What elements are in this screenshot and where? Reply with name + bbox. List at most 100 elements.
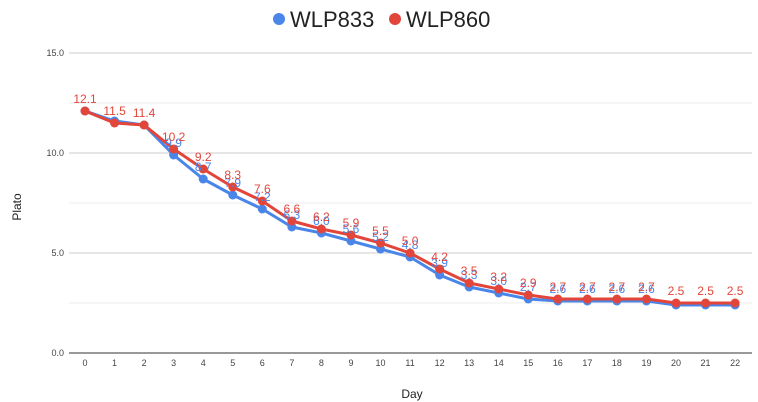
data-point-wlp860 <box>464 278 474 288</box>
data-label-wlp860: 2.7 <box>549 280 566 294</box>
legend-label-wlp833: WLP833 <box>290 7 374 32</box>
data-label-wlp833: 7.9 <box>224 176 241 190</box>
data-point-wlp860 <box>110 118 120 128</box>
data-point-wlp860 <box>494 284 504 294</box>
data-point-wlp860 <box>346 230 356 240</box>
data-label-wlp860: 6.2 <box>313 210 330 224</box>
data-label-wlp860: 2.7 <box>638 280 655 294</box>
data-label-wlp833: 9.9 <box>165 136 182 150</box>
data-label-wlp833: 8.7 <box>195 160 212 174</box>
x-tick-label: 21 <box>701 358 711 368</box>
y-tick-label: 5.0 <box>51 248 64 258</box>
x-tick-label: 5 <box>230 358 235 368</box>
data-labels-layer: 9.98.77.97.26.3 6.05.65.24.83.93.3 3.0 2.7 2… <box>73 92 743 298</box>
data-point-wlp860 <box>198 164 208 174</box>
data-label-wlp833: 7.2 <box>254 190 271 204</box>
data-label-wlp833: 2.7 <box>520 280 537 294</box>
data-label-wlp833: 2.6 <box>638 282 655 296</box>
data-point-wlp860 <box>80 106 90 116</box>
data-label-wlp833: 6.0 <box>313 214 330 228</box>
data-label-wlp833: 5.2 <box>372 230 389 244</box>
data-label-wlp833: 2.6 <box>579 282 596 296</box>
x-tick-label: 19 <box>641 358 651 368</box>
data-label-wlp860: 5.0 <box>402 234 419 248</box>
data-point-wlp860 <box>139 120 149 130</box>
x-tick-label: 1 <box>112 358 117 368</box>
data-label-wlp833: 2.6 <box>609 282 626 296</box>
data-label-wlp860: 5.5 <box>372 224 389 238</box>
x-tick-label: 11 <box>405 358 414 368</box>
data-label-wlp860: 2.9 <box>520 276 537 290</box>
data-label-wlp833: 3.0 <box>490 274 507 288</box>
x-tick-label: 6 <box>260 358 265 368</box>
data-point-wlp833 <box>198 174 208 184</box>
data-label-wlp860: 2.5 <box>697 284 714 298</box>
data-point-wlp833 <box>228 190 238 200</box>
data-label-wlp833: 2.6 <box>549 282 566 296</box>
data-point-wlp860 <box>376 238 385 248</box>
data-label-wlp860: 2.5 <box>668 284 685 298</box>
x-tick-label: 4 <box>201 358 206 368</box>
data-label-wlp860: 9.2 <box>195 150 212 164</box>
legend-marker-wlp833 <box>273 13 285 25</box>
x-tick-label: 0 <box>82 358 87 368</box>
x-tick-label: 3 <box>171 358 176 368</box>
data-point-wlp860 <box>553 294 563 304</box>
x-axis-ticks: 0 1 2 3 4 5 6 7 8 9 10 11 12 13 14 15 16 17 18 19 20 21 22 <box>82 358 740 368</box>
data-label-wlp860: 3.5 <box>461 264 478 278</box>
data-point-wlp860 <box>671 298 681 308</box>
data-label-wlp860: 2.5 <box>727 284 744 298</box>
x-tick-label: 18 <box>612 358 622 368</box>
data-label-wlp860: 12.1 <box>73 92 97 106</box>
data-label-wlp860: 4.2 <box>431 250 448 264</box>
data-point-wlp860 <box>641 294 651 304</box>
data-label-wlp833: 3.9 <box>431 256 448 270</box>
x-tick-label: 15 <box>523 358 533 368</box>
data-point-wlp860 <box>435 264 445 274</box>
data-label-wlp860: 11.5 <box>103 104 126 118</box>
x-tick-label: 13 <box>464 358 474 368</box>
y-axis-title: Plato <box>10 193 24 221</box>
y-tick-label: 0.0 <box>51 348 64 358</box>
data-point-wlp860 <box>257 196 267 206</box>
data-point-wlp860 <box>730 298 740 308</box>
grid <box>69 52 752 354</box>
data-label-wlp860: 2.7 <box>609 280 626 294</box>
data-point-wlp860 <box>405 248 415 258</box>
data-label-wlp860: 8.3 <box>224 168 241 182</box>
data-point-wlp833 <box>257 204 267 214</box>
x-tick-label: 17 <box>582 358 592 368</box>
x-axis-title: Day <box>401 387 422 401</box>
y-tick-label: 10.0 <box>46 148 64 158</box>
x-tick-label: 7 <box>289 358 294 368</box>
x-tick-label: 16 <box>553 358 563 368</box>
data-label-wlp833: 6.3 <box>284 208 301 222</box>
data-point-wlp860 <box>582 294 592 304</box>
x-tick-label: 20 <box>671 358 681 368</box>
x-tick-label: 2 <box>142 358 147 368</box>
series-layer <box>80 106 740 310</box>
data-label-wlp860: 5.9 <box>343 216 360 230</box>
legend-marker-wlp860 <box>389 13 401 25</box>
data-label-wlp860: 10.2 <box>162 130 186 144</box>
legend-label-wlp860: WLP860 <box>406 7 490 32</box>
data-label-wlp860: 11.4 <box>133 106 156 120</box>
data-point-wlp860 <box>228 182 238 192</box>
data-label-wlp860: 7.6 <box>254 182 271 196</box>
y-tick-label: 15.0 <box>46 48 64 58</box>
data-label-wlp860: 6.6 <box>284 202 301 216</box>
data-label-wlp860: 2.7 <box>579 280 596 294</box>
data-label-wlp860: 3.2 <box>490 270 507 284</box>
data-point-wlp860 <box>287 216 297 226</box>
data-label-wlp833: 5.6 <box>343 222 360 236</box>
x-tick-label: 22 <box>730 358 740 368</box>
x-tick-label: 8 <box>319 358 324 368</box>
data-point-wlp860 <box>612 294 622 304</box>
x-tick-label: 9 <box>348 358 353 368</box>
x-tick-label: 10 <box>375 358 385 368</box>
x-tick-label: 12 <box>435 358 445 368</box>
legend: WLP833 WLP860 <box>273 7 490 32</box>
data-label-wlp833: 4.8 <box>402 238 419 252</box>
y-axis-ticks: 0.0 5.0 10.0 15.0 <box>46 48 64 358</box>
